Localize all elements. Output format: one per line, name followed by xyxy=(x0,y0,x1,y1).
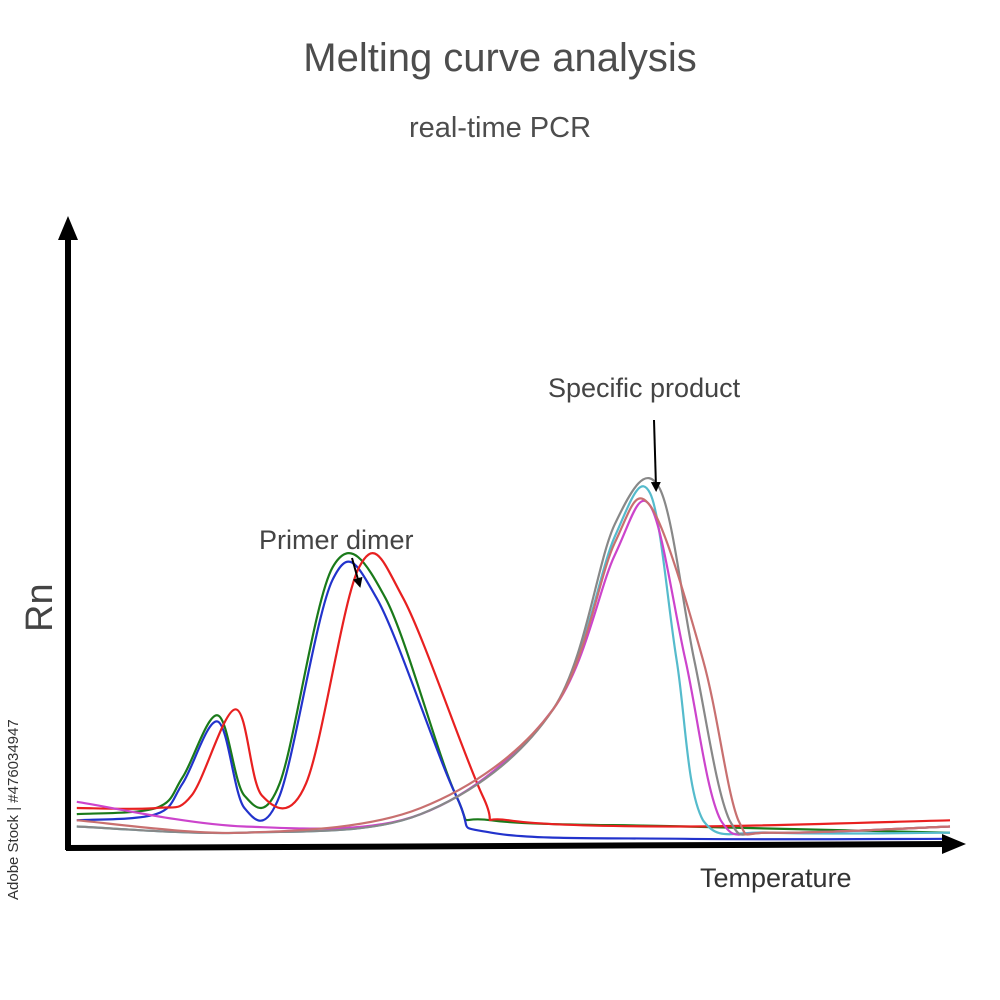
melting-curve-7 xyxy=(76,497,951,836)
melting-curve-3 xyxy=(76,552,951,828)
chart-subtitle: real-time PCR xyxy=(408,112,592,144)
x-axis xyxy=(65,841,953,851)
melting-curve-4 xyxy=(76,485,951,836)
annotation-primer-dimer: Primer dimer xyxy=(259,525,414,555)
melting-curve-5 xyxy=(76,499,951,836)
y-axis-label: Rn xyxy=(19,583,61,632)
melting-curve-6 xyxy=(76,477,951,836)
x-axis-label: Temperature xyxy=(700,863,852,893)
annotation-specific-product-arrow xyxy=(650,419,661,492)
series-layer xyxy=(76,477,951,841)
melting-curve-1 xyxy=(76,552,951,834)
melting-curve-2 xyxy=(76,560,951,841)
x-axis-arrowhead xyxy=(942,834,966,854)
chart-title: Melting curve analysis xyxy=(303,36,697,80)
annotation-primer-dimer-arrow xyxy=(351,557,363,588)
annotation-specific-product: Specific product xyxy=(548,373,741,403)
y-axis-arrowhead xyxy=(58,216,78,240)
stock-id-label: Adobe Stock | #476034947 xyxy=(5,719,22,900)
